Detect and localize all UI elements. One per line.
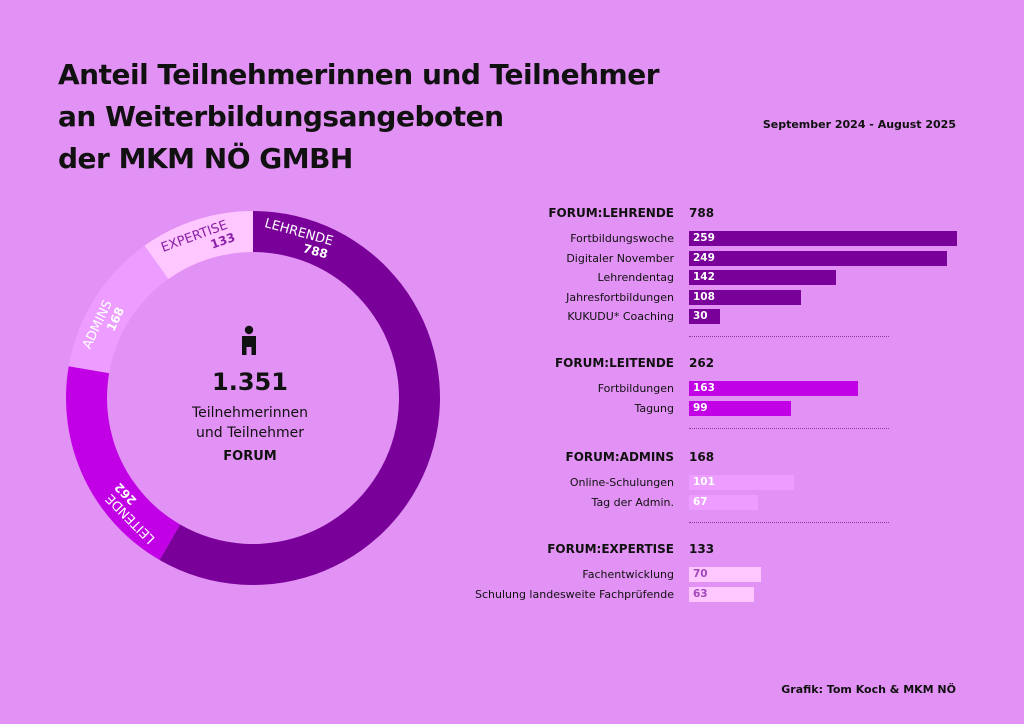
bar-value: 99 <box>693 401 708 414</box>
bar-label: Digitaler November <box>566 251 674 265</box>
bar-label: Tagung <box>634 401 674 415</box>
bar-label: Fortbildungen <box>597 382 674 395</box>
bar-value: 101 <box>693 476 715 488</box>
center-line-2: und Teilnehmer <box>196 425 304 441</box>
bar <box>689 400 792 416</box>
bar <box>689 250 947 266</box>
group-separator <box>689 336 889 337</box>
donut-slice-admins <box>68 245 169 374</box>
bar-value: 70 <box>693 568 708 580</box>
bar-group-total: 788 <box>689 206 715 220</box>
bar-group-title: FORUM:LEHRENDE <box>548 206 674 220</box>
donut-chart: LEHRENDE788LEITENDE262ADMINS168EXPERTISE… <box>65 211 440 586</box>
bar-label: Fachentwicklung <box>582 568 674 581</box>
center-line-1: Teilnehmerinnen <box>191 405 308 421</box>
bar-label: Tag der Admin. <box>591 495 674 509</box>
bar-value: 163 <box>693 382 715 394</box>
period-label: September 2024 - August 2025 <box>762 118 956 131</box>
bar-label: Online-Schulungen <box>569 476 674 489</box>
bar <box>689 231 957 246</box>
bar-label: Schulung landesweite Fachprüfende <box>474 587 674 601</box>
center-line-3: FORUM <box>223 449 276 464</box>
bar <box>689 289 801 305</box>
donut-slice-expertise <box>144 211 253 280</box>
bar <box>689 494 759 510</box>
bar <box>689 270 836 285</box>
bar-group-title: FORUM:LEITENDE <box>554 356 674 370</box>
bar-value: 259 <box>693 232 715 244</box>
bar-group-total: 133 <box>689 542 715 556</box>
bar-label: Lehrendentag <box>597 271 674 284</box>
bar-value: 30 <box>693 310 708 322</box>
bar-value: 249 <box>693 251 715 264</box>
person-icon <box>242 325 256 355</box>
bar-group-total: 262 <box>689 356 715 370</box>
page-title: Anteil Teilnehmerinnen und Teilnehmer an… <box>58 54 660 180</box>
bar-value: 142 <box>693 271 715 283</box>
bar-value: 63 <box>693 587 708 600</box>
title-line-1: Anteil Teilnehmerinnen und Teilnehmer <box>58 58 660 91</box>
bar-label: KUKUDU* Coaching <box>567 310 674 323</box>
group-separator <box>689 427 889 429</box>
bar-label: Fortbildungswoche <box>570 232 674 245</box>
bar-group-title: FORUM:EXPERTISE <box>547 542 674 556</box>
bar <box>689 309 720 324</box>
bar-value: 108 <box>693 290 715 303</box>
title-line-2: an Weiterbildungsangeboten <box>58 100 504 133</box>
bar-label: Jahresfortbildungen <box>566 290 674 304</box>
bar <box>689 586 755 602</box>
credit-label: Grafik: Tom Koch & MKM NÖ <box>781 683 956 696</box>
donut-slice-lehrende <box>159 211 440 586</box>
center-total: 1.351 <box>212 368 288 396</box>
donut-label-value: 788 <box>302 241 330 261</box>
bar-group-total: 168 <box>689 450 715 464</box>
donut-slice-leitende <box>65 366 181 560</box>
bar-group-title: FORUM:ADMINS <box>565 450 674 464</box>
group-separator <box>689 521 889 523</box>
title-line-3: der MKM NÖ GMBH <box>58 142 353 175</box>
bar-value: 67 <box>693 495 708 508</box>
bar <box>689 567 762 582</box>
bar <box>689 475 794 490</box>
bar <box>689 381 858 396</box>
